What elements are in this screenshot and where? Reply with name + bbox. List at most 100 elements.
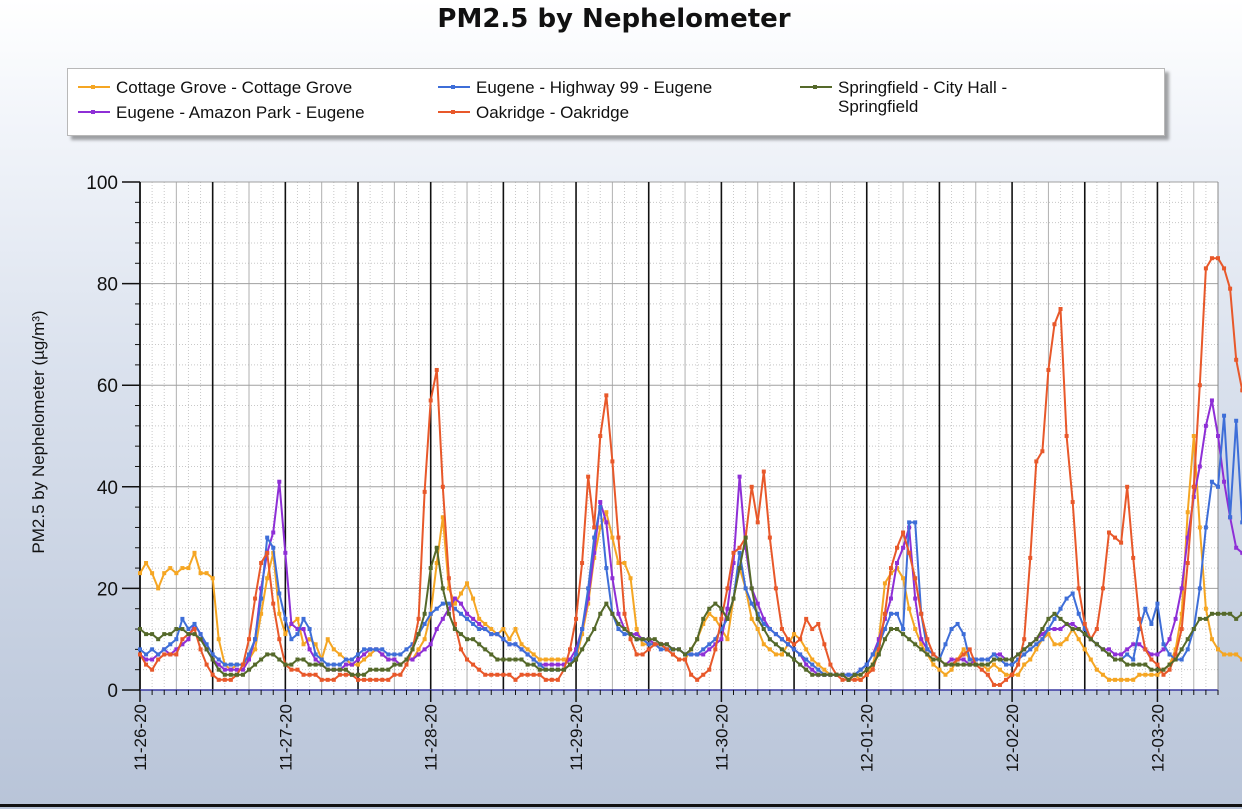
data-point [222, 677, 227, 682]
data-point [622, 632, 627, 637]
data-point [1191, 484, 1196, 489]
data-point [271, 601, 276, 606]
data-point [483, 647, 488, 652]
data-point [1222, 611, 1227, 616]
data-point [792, 647, 797, 652]
data-point [701, 616, 706, 621]
data-point [1119, 677, 1124, 682]
data-point [604, 601, 609, 606]
legend-swatch-highway-99 [436, 78, 472, 96]
data-point [356, 662, 361, 667]
data-point [289, 621, 294, 626]
data-point [610, 535, 615, 540]
data-point [955, 657, 960, 662]
data-point [240, 662, 245, 667]
data-point [882, 627, 887, 632]
data-point [689, 647, 694, 652]
data-point [1058, 642, 1063, 647]
data-point [1137, 672, 1142, 677]
data-point [943, 672, 948, 677]
chart-title: PM2.5 by Nephelometer [437, 4, 791, 34]
data-point [1216, 611, 1220, 616]
data-point [1185, 647, 1190, 652]
data-point [513, 657, 518, 662]
data-point [1064, 596, 1069, 601]
data-point [1082, 621, 1087, 626]
x-tick-label: 11-30-20 [712, 704, 731, 771]
data-point [1179, 647, 1184, 652]
data-point [531, 652, 536, 657]
data-point [592, 535, 597, 540]
data-point [574, 647, 579, 652]
data-point [162, 571, 167, 576]
data-point [501, 627, 506, 632]
data-point [810, 627, 815, 632]
data-point [337, 652, 342, 657]
data-point [586, 637, 591, 642]
data-point [319, 657, 324, 662]
data-point [192, 632, 197, 637]
data-point [1234, 357, 1239, 362]
data-point [586, 474, 591, 479]
data-point [458, 632, 463, 637]
data-point [749, 601, 754, 606]
data-point [731, 596, 736, 601]
data-point [295, 657, 300, 662]
data-point [755, 520, 760, 525]
data-point [1240, 657, 1242, 662]
data-point [616, 627, 621, 632]
data-point [519, 647, 524, 652]
data-point [870, 667, 875, 672]
data-point [301, 627, 306, 632]
data-point [313, 662, 318, 667]
data-point [707, 611, 712, 616]
data-point [555, 662, 560, 667]
data-point [713, 601, 718, 606]
data-point [598, 500, 603, 505]
data-point [368, 652, 373, 657]
data-point [277, 479, 282, 484]
data-point [1040, 627, 1045, 632]
data-point [652, 642, 657, 647]
data-point [458, 591, 463, 596]
data-point [1094, 642, 1099, 647]
data-point [1240, 520, 1242, 525]
data-point [731, 550, 736, 555]
data-point [1209, 637, 1214, 642]
data-point [725, 616, 730, 621]
data-point [749, 616, 754, 621]
data-point [204, 662, 209, 667]
data-point [386, 667, 391, 672]
data-point [1149, 667, 1154, 672]
data-point [368, 647, 373, 652]
data-point [677, 657, 681, 662]
data-point [471, 662, 476, 667]
data-point [792, 642, 797, 647]
data-point [428, 642, 433, 647]
data-point [840, 677, 845, 682]
data-point [1197, 586, 1202, 591]
data-point [901, 632, 906, 637]
data-point [156, 657, 161, 662]
data-point [1240, 550, 1242, 555]
data-point [670, 652, 675, 657]
data-point [1222, 266, 1227, 271]
legend-item-amazon-park: Eugene - Amazon Park - Eugene [76, 103, 365, 122]
y-tick-label: 20 [97, 579, 118, 600]
data-point [259, 561, 264, 565]
data-point [1064, 621, 1069, 626]
data-point [1179, 586, 1184, 591]
data-point [767, 647, 772, 652]
data-point [652, 637, 657, 642]
data-point [755, 616, 760, 621]
data-point [1106, 652, 1111, 657]
data-point [1058, 606, 1063, 611]
data-point [495, 657, 500, 662]
data-point [1094, 627, 1099, 632]
data-point [1052, 627, 1057, 632]
data-point [555, 677, 560, 682]
data-point [1234, 652, 1239, 657]
data-point [743, 535, 748, 540]
data-point [1022, 662, 1027, 667]
data-point [228, 677, 233, 682]
